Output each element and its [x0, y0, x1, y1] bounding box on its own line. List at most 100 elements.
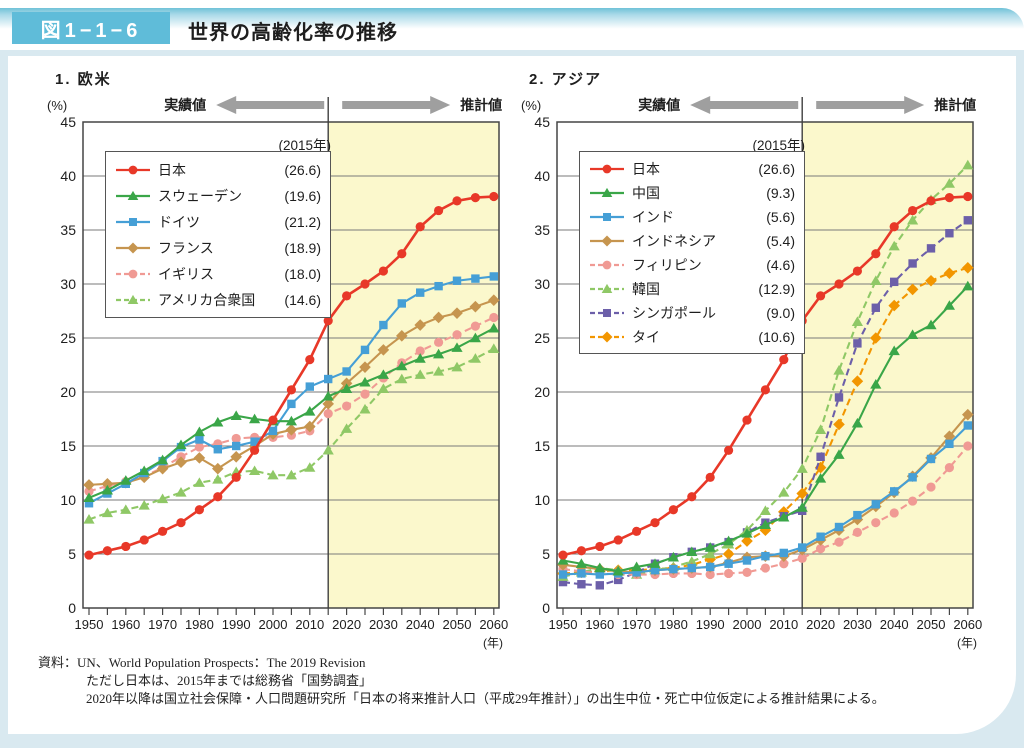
data-point-circle [687, 492, 697, 502]
data-point-square [871, 500, 880, 509]
data-point-triangle [341, 383, 353, 393]
data-point-circle [834, 537, 844, 547]
data-point-diamond [304, 420, 316, 433]
data-point-circle [602, 164, 612, 174]
data-point-triangle [157, 493, 169, 504]
data-point-triangle [433, 348, 445, 359]
chart-asia-title: 2. アジア [529, 71, 603, 88]
data-point-circle [779, 355, 789, 365]
y-tick-label: 45 [534, 114, 550, 130]
data-point-circle [963, 191, 973, 202]
data-point-circle [760, 385, 770, 395]
data-point-square [603, 213, 611, 221]
legend-series-name: フランス [158, 240, 214, 256]
y-tick-label: 10 [534, 492, 550, 508]
legend-item: アメリカ合衆国 (14.6) [116, 287, 321, 313]
data-point-diamond [414, 319, 426, 331]
legend-item: シンガポール (9.0) [590, 301, 795, 325]
data-point-triangle [212, 474, 224, 484]
data-point-square [632, 568, 641, 577]
x-tick-label: 2010 [769, 617, 798, 632]
x-tick-label: 1990 [222, 617, 251, 632]
data-point-square [816, 452, 825, 461]
data-point-triangle [943, 178, 955, 188]
legend-series-name: ドイツ [158, 214, 200, 230]
actual-values-label: 実績値 [164, 97, 206, 113]
data-point-square [360, 345, 370, 355]
data-point-triangle [870, 379, 882, 389]
legend-series-value: (26.6) [758, 161, 795, 177]
data-point-circle [852, 527, 862, 537]
data-point-square [669, 564, 678, 574]
data-point-diamond [359, 361, 371, 373]
data-point-square [706, 562, 715, 572]
data-point-circle [434, 205, 444, 216]
data-point-diamond [212, 462, 224, 475]
data-point-circle [323, 316, 333, 326]
data-point-triangle [796, 463, 808, 473]
x-tick-label: 2050 [443, 617, 472, 632]
data-point-circle [102, 546, 112, 556]
data-point-triangle [249, 413, 261, 424]
data-point-circle [434, 337, 444, 347]
data-point-square [724, 559, 733, 568]
data-point-circle [231, 472, 241, 482]
data-point-diamond [322, 398, 334, 410]
data-point-triangle [704, 542, 716, 552]
y-tick-label: 10 [60, 492, 76, 508]
data-point-circle [84, 550, 94, 560]
y-tick-label: 20 [534, 384, 550, 400]
data-point-square [908, 473, 917, 482]
data-point-circle [305, 355, 315, 365]
data-point-triangle [193, 426, 205, 437]
data-point-circle [871, 249, 881, 259]
x-tick-label: 2000 [259, 617, 288, 632]
legend-series-value: (12.9) [758, 281, 795, 297]
data-point-square [908, 259, 917, 268]
data-point-triangle [304, 462, 316, 472]
legend-item: イギリス (18.0) [116, 261, 321, 287]
data-point-triangle [469, 332, 481, 343]
data-point-triangle [759, 519, 771, 530]
data-point-diamond [851, 375, 864, 387]
data-point-square [129, 218, 137, 226]
data-point-diamond [601, 331, 613, 343]
data-point-triangle [304, 406, 316, 416]
data-point-square [945, 439, 954, 449]
data-point-triangle [686, 546, 698, 557]
data-point-square [213, 445, 222, 454]
y-axis-unit: (%) [47, 98, 67, 113]
data-point-triangle [833, 365, 845, 375]
data-point-triangle [359, 376, 371, 387]
x-axis-unit: (年) [483, 636, 503, 650]
data-point-circle [871, 518, 881, 528]
data-point-circle [323, 409, 333, 419]
y-tick-label: 15 [60, 438, 76, 454]
data-point-triangle [759, 505, 771, 515]
data-point-square [595, 570, 604, 579]
data-point-diamond [962, 262, 974, 274]
data-point-triangle [943, 300, 955, 310]
legend-series-name: 中国 [632, 185, 660, 201]
legend-swatch-diamond-icon [590, 331, 624, 343]
data-point-square [926, 454, 936, 464]
legend-item: 中国 (9.3) [590, 181, 795, 205]
legend-item: 韓国 (12.9) [590, 277, 795, 301]
data-point-square [853, 339, 862, 348]
data-point-triangle [925, 319, 937, 330]
data-point-square [489, 272, 498, 281]
data-point-diamond [193, 452, 206, 464]
data-point-triangle [962, 159, 974, 170]
data-point-triangle [815, 424, 827, 434]
data-point-circle [176, 518, 186, 528]
data-point-triangle [396, 360, 408, 371]
legend-swatch-square-icon [590, 309, 624, 317]
data-point-square [890, 487, 899, 496]
data-point-square [834, 522, 844, 532]
data-point-triangle [120, 504, 132, 514]
data-point-triangle [138, 500, 150, 510]
x-tick-label: 1950 [549, 617, 578, 632]
legend-series-value: (10.6) [758, 329, 795, 345]
data-point-circle [595, 541, 605, 552]
data-point-circle [489, 191, 499, 202]
